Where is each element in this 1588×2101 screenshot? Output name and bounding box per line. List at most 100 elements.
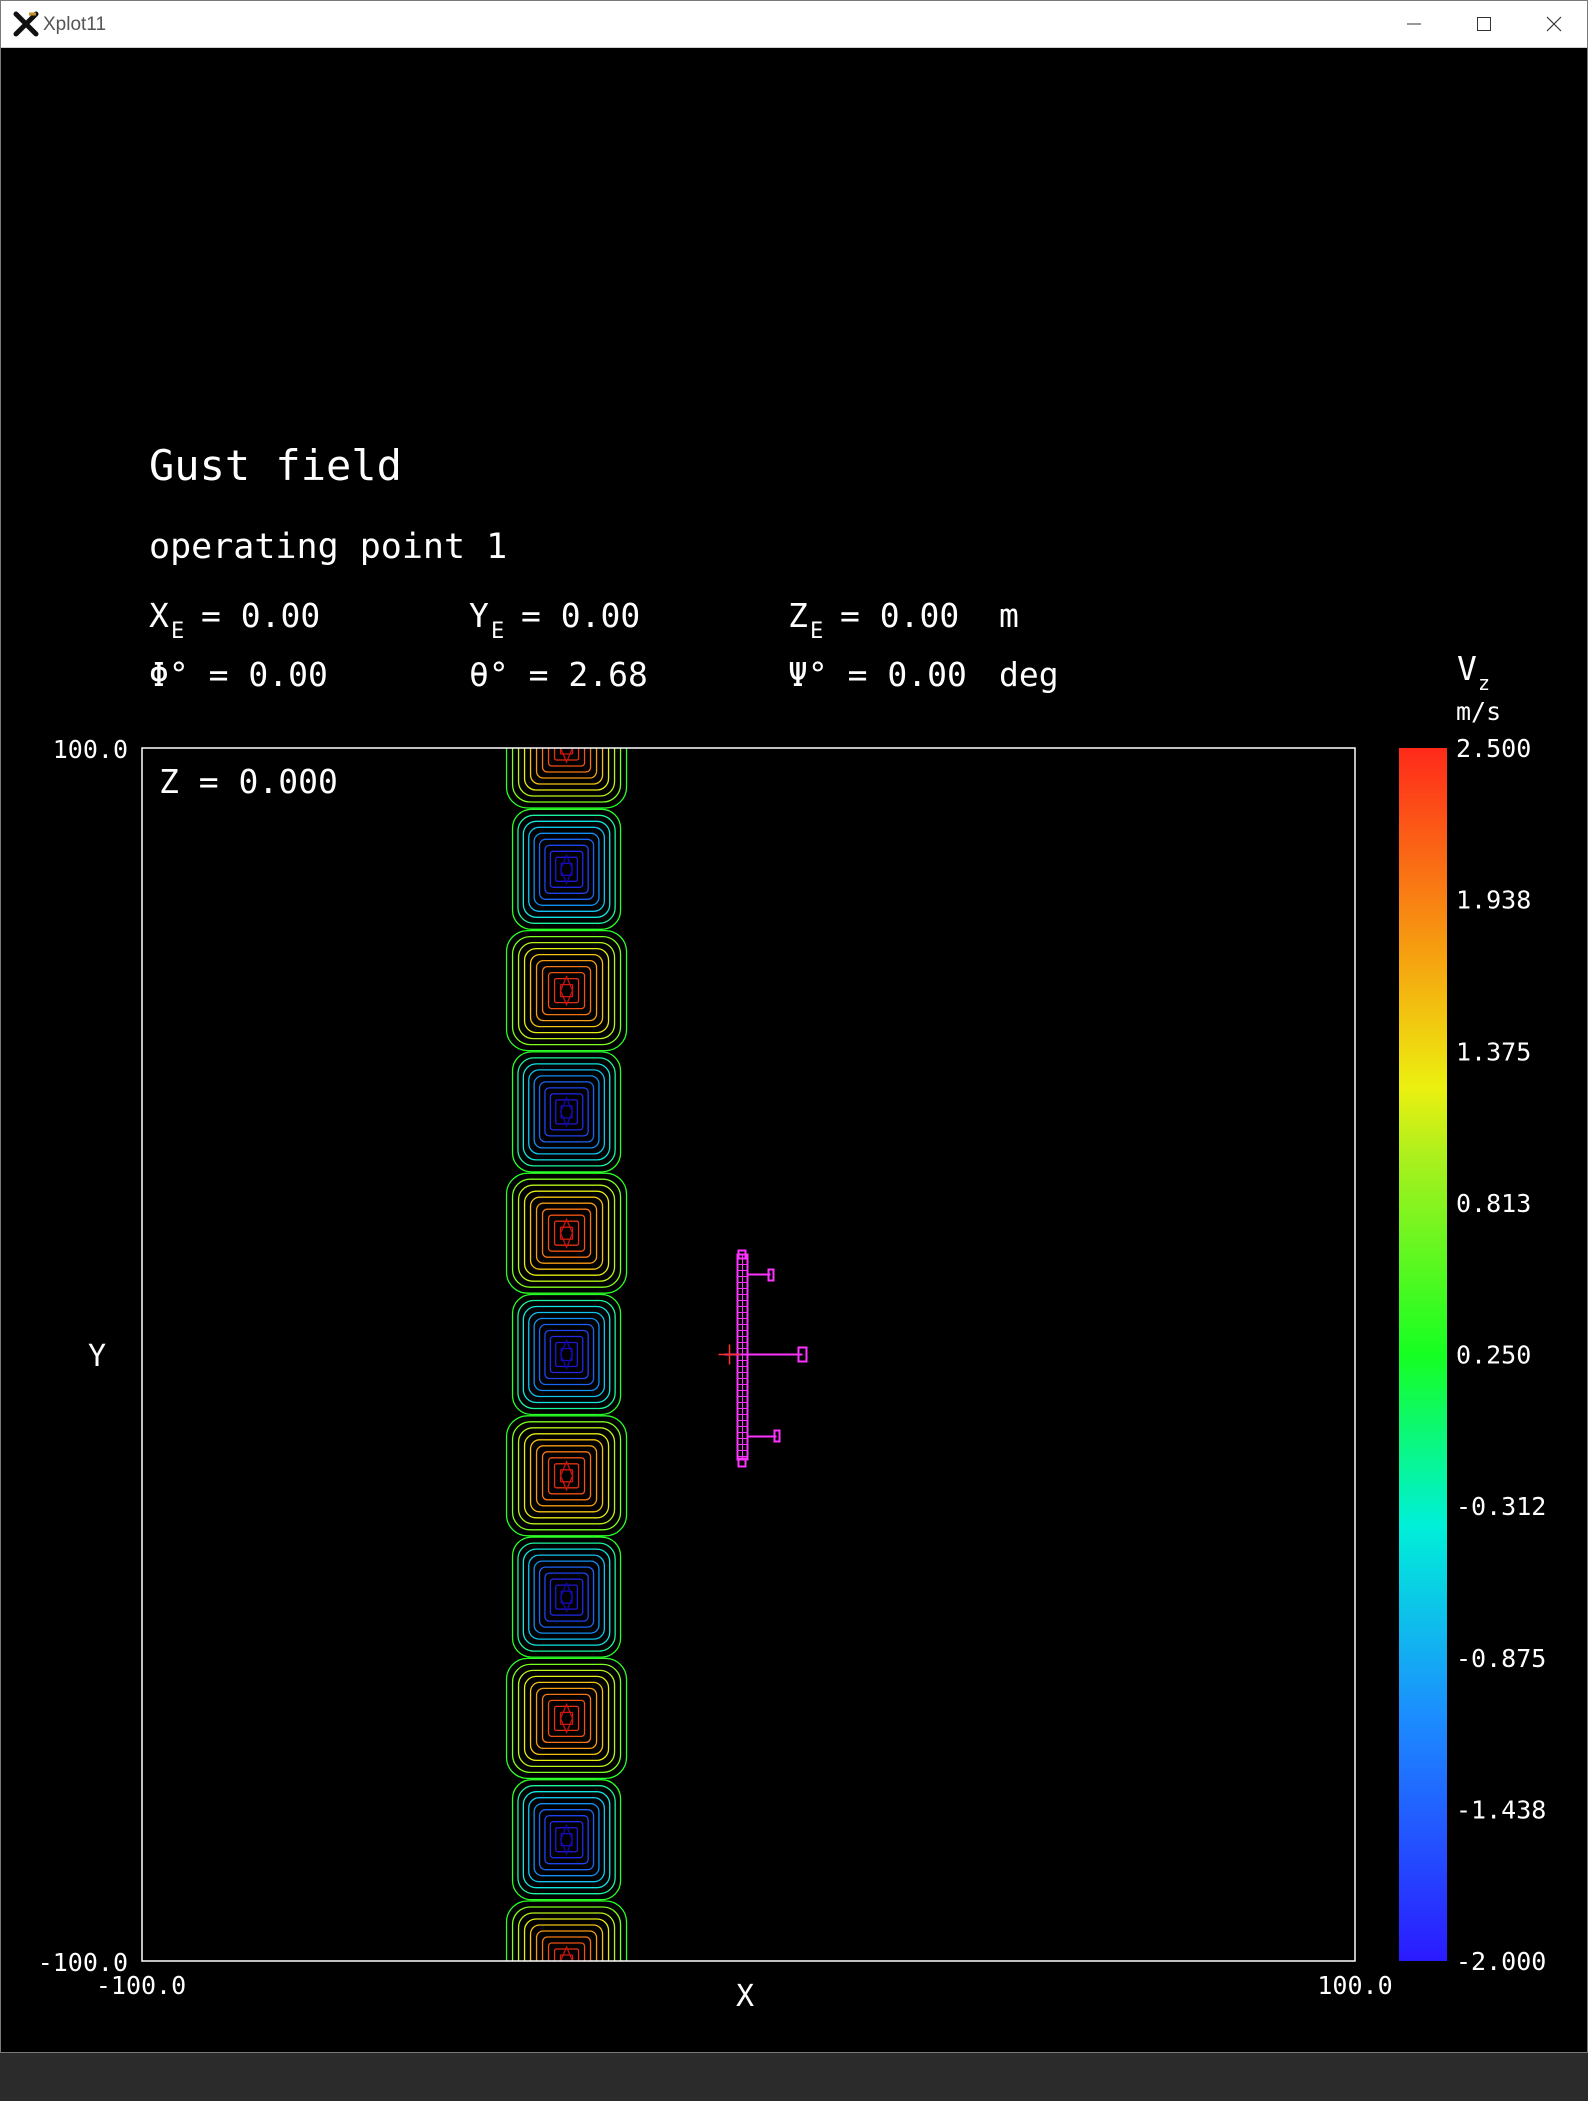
y-axis-title: Y bbox=[88, 1339, 106, 1374]
contour-line bbox=[505, 929, 628, 1052]
ye-value: = 0.00 bbox=[521, 596, 640, 635]
xe-value: = 0.00 bbox=[201, 596, 320, 635]
contour-peak bbox=[559, 974, 574, 1007]
contour-line bbox=[511, 1293, 622, 1416]
contour-line bbox=[511, 1421, 622, 1531]
contour-line bbox=[528, 1311, 605, 1398]
contour-line bbox=[541, 965, 592, 1016]
contour-line bbox=[553, 1705, 580, 1732]
contour-line bbox=[549, 1335, 584, 1374]
contour-line bbox=[538, 1566, 595, 1628]
xplot-app-icon bbox=[13, 11, 39, 37]
contour-line bbox=[529, 1681, 604, 1756]
window-title: Xplot11 bbox=[43, 14, 107, 35]
contour-line bbox=[529, 748, 604, 785]
contour-line bbox=[555, 1341, 579, 1368]
contour-line bbox=[555, 856, 579, 882]
plot-canvas[interactable]: Gust field operating point 1 X E = 0.00 … bbox=[1, 48, 1587, 2053]
contour-line bbox=[549, 850, 584, 888]
contour-line bbox=[553, 1220, 580, 1246]
contour-line bbox=[523, 1918, 610, 1961]
contour-line bbox=[541, 1936, 592, 1961]
contour-line bbox=[553, 977, 580, 1004]
xe-subscript: E bbox=[171, 619, 184, 644]
positive-gust-cell bbox=[505, 1415, 628, 1537]
x-min-label: -100.0 bbox=[96, 1971, 186, 2000]
contour-line bbox=[533, 1075, 600, 1149]
minimize-button[interactable] bbox=[1379, 1, 1449, 47]
gust-field-plot: Gust field operating point 1 X E = 0.00 … bbox=[38, 441, 1547, 2014]
colorbar-tick-label: -0.312 bbox=[1456, 1492, 1546, 1521]
contour-field bbox=[505, 748, 628, 1961]
aircraft-geometry bbox=[718, 1249, 808, 1468]
contour-line bbox=[529, 953, 604, 1028]
contour-line bbox=[547, 1942, 586, 1961]
x-max-label: 100.0 bbox=[1317, 1971, 1392, 2000]
ye-label: Y bbox=[469, 596, 489, 635]
contour-line bbox=[511, 748, 622, 803]
contour-line bbox=[511, 1779, 622, 1901]
contour-line bbox=[529, 1439, 604, 1513]
contour-line bbox=[544, 1572, 589, 1622]
contour-line bbox=[529, 1924, 604, 1961]
contour-line bbox=[535, 1687, 598, 1750]
contour-line bbox=[555, 1584, 579, 1610]
contour-peak bbox=[559, 1338, 574, 1371]
close-button[interactable] bbox=[1519, 1, 1588, 47]
contour-line bbox=[522, 1548, 611, 1646]
contour-peak bbox=[559, 1460, 574, 1492]
contour-line bbox=[555, 1099, 579, 1125]
contour-line bbox=[517, 1299, 616, 1410]
colorbar-tick-label: -2.000 bbox=[1456, 1947, 1546, 1976]
contour-line bbox=[528, 1554, 605, 1640]
contour-line bbox=[538, 838, 595, 900]
contour-line bbox=[547, 1214, 586, 1252]
colorbar-tick-label: -1.438 bbox=[1456, 1795, 1546, 1824]
plot-title: Gust field bbox=[149, 441, 402, 490]
contour-peak bbox=[559, 1945, 574, 1961]
contour-line bbox=[517, 1669, 616, 1768]
ze-value: = 0.00 bbox=[840, 596, 959, 635]
contour-line bbox=[511, 1536, 622, 1658]
contour-peak bbox=[559, 1217, 574, 1249]
contour-line bbox=[528, 826, 605, 912]
contour-peak bbox=[559, 1581, 574, 1613]
contour-line bbox=[553, 1463, 580, 1489]
contour-line bbox=[544, 1815, 589, 1865]
contour-line bbox=[533, 832, 600, 906]
contour-line bbox=[533, 1560, 600, 1634]
colorbar-ticks: 2.500 1.938 1.375 0.813 0.250 -0.312 -0.875 -1.… bbox=[1456, 734, 1546, 1976]
tail-surface bbox=[797, 1346, 808, 1363]
contour-line bbox=[517, 941, 616, 1040]
contour-line bbox=[523, 1190, 610, 1276]
desktop-strip bbox=[0, 2053, 1588, 2101]
contour-line bbox=[533, 1803, 600, 1877]
control-surface-top bbox=[767, 1268, 775, 1282]
contour-line bbox=[505, 748, 628, 809]
colorbar-tick-label: -0.875 bbox=[1456, 1644, 1546, 1673]
contour-line bbox=[535, 1930, 598, 1961]
contour-peak bbox=[559, 748, 574, 764]
contour-line bbox=[511, 935, 622, 1046]
contour-line bbox=[517, 1542, 616, 1652]
wingtip-top bbox=[737, 1249, 747, 1260]
contour-line bbox=[547, 971, 586, 1010]
contour-line bbox=[517, 1184, 616, 1282]
contour-line bbox=[511, 1051, 622, 1173]
xe-label: X bbox=[149, 596, 169, 635]
title-bar[interactable]: Xplot11 bbox=[1, 1, 1587, 48]
colorbar-tick-label: 0.813 bbox=[1456, 1189, 1531, 1218]
contour-line bbox=[541, 748, 592, 773]
positive-gust-cell bbox=[505, 1172, 628, 1294]
maximize-button[interactable] bbox=[1449, 1, 1519, 47]
contour-line bbox=[538, 1323, 595, 1386]
contour-line bbox=[517, 1785, 616, 1895]
colorbar bbox=[1399, 748, 1447, 1961]
colorbar-label: V bbox=[1457, 649, 1477, 688]
psi-readout: Ψ° = 0.00 bbox=[788, 655, 967, 694]
colorbar-tick-label: 2.500 bbox=[1456, 734, 1531, 763]
colorbar-unit: m/s bbox=[1456, 697, 1501, 726]
contour-line bbox=[547, 1699, 586, 1738]
plot-subtitle: operating point 1 bbox=[149, 527, 507, 567]
contour-line bbox=[547, 1457, 586, 1495]
